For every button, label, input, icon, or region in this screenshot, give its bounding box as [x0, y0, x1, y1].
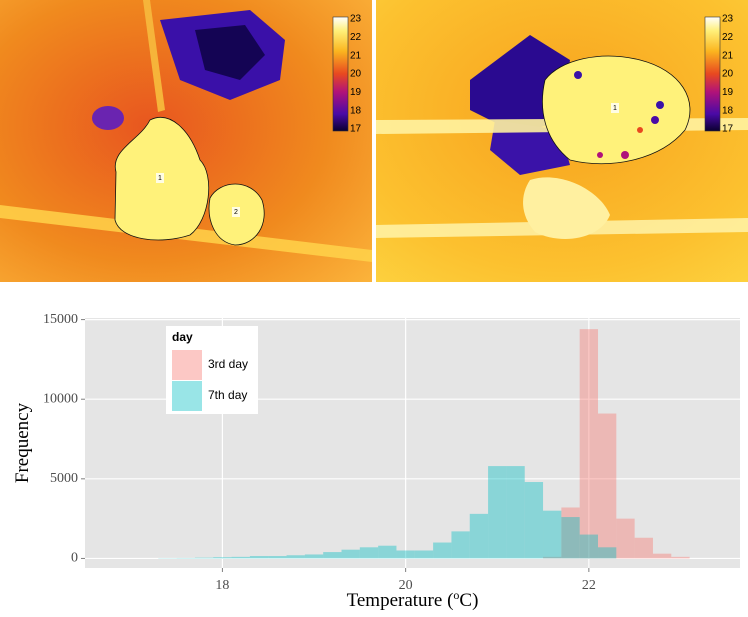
- leaf-label-box: [611, 103, 619, 113]
- histogram-bar: [323, 552, 342, 559]
- histogram-bar: [671, 556, 690, 559]
- x-tick-label: 22: [582, 578, 596, 593]
- colorbar-tick-label: 17: [350, 124, 362, 135]
- colorbar-tick-label: 21: [350, 50, 362, 61]
- histogram-bar: [543, 556, 562, 559]
- x-axis-title-part: o: [453, 588, 459, 602]
- histogram-bar: [488, 466, 507, 559]
- leaf-label: 2: [234, 209, 238, 216]
- histogram-bar: [433, 542, 452, 559]
- legend-box: [166, 326, 258, 414]
- histogram-bar: [561, 517, 580, 559]
- histogram: 0 5000 10000 15000 18 20 22 Temperature (oC) Fre…: [12, 312, 740, 611]
- histogram-bar: [579, 329, 599, 559]
- legend-swatch: [172, 381, 202, 411]
- legend-label: 7th day: [208, 388, 247, 402]
- histogram-bar: [451, 531, 470, 559]
- histogram-bar: [543, 510, 562, 559]
- colorbar-tick-label: 20: [722, 69, 734, 80]
- colorbar-tick-label: 17: [722, 124, 734, 135]
- y-tick-label: 0: [71, 551, 78, 566]
- colorbar-tick-label: 21: [722, 50, 734, 61]
- legend-label: 3rd day: [208, 357, 248, 371]
- leaf-label: 1: [613, 105, 617, 112]
- histogram-bar: [341, 549, 360, 559]
- colorbar-tick-label: 23: [350, 14, 362, 25]
- histogram-bar: [561, 507, 580, 559]
- colorbar-tick-label: 18: [722, 105, 734, 116]
- thermal-image-right: 23 22 21 20 19 18 17 1: [376, 0, 748, 282]
- x-tick-label: 20: [399, 578, 413, 593]
- x-axis-title-part: C): [459, 590, 478, 611]
- histogram-bar: [598, 413, 617, 559]
- histogram-bar: [634, 537, 653, 559]
- colorbar-tick-label: 22: [722, 32, 734, 43]
- histogram-bar: [396, 550, 415, 559]
- thermal-image-left: 23 22 21 20 19 18 17 1 2: [0, 0, 372, 282]
- y-tick-label: 5000: [50, 471, 78, 486]
- histogram-bar: [378, 545, 397, 559]
- y-axis-title: Frequency: [12, 402, 33, 483]
- x-axis-title-part: Temperature (: [347, 590, 454, 611]
- x-tick-label: 18: [215, 578, 229, 593]
- y-tick-label: 15000: [43, 312, 78, 327]
- histogram-bar: [616, 518, 635, 559]
- y-tick-label: 10000: [43, 391, 78, 406]
- histogram-bar: [414, 550, 434, 559]
- histogram-bar: [469, 513, 489, 559]
- colorbar-tick-label: 23: [722, 14, 734, 25]
- histogram-bar: [249, 556, 269, 559]
- histogram-bar: [652, 553, 672, 559]
- histogram-bar: [268, 556, 287, 559]
- colorbar-tick-label: 19: [350, 87, 362, 98]
- histogram-bar: [213, 557, 232, 559]
- colorbar-tick-label: 18: [350, 105, 362, 116]
- histogram-bar: [286, 555, 305, 559]
- histogram-bar: [598, 547, 617, 559]
- histogram-bar: [524, 482, 544, 559]
- leaf-label-box: [232, 207, 240, 217]
- colorbar-tick-label: 22: [350, 32, 362, 43]
- histogram-bar: [304, 554, 324, 559]
- histogram-bar: [194, 557, 214, 559]
- histogram-bar: [506, 466, 525, 559]
- colorbar-tick-label: 20: [350, 69, 362, 80]
- colorbar-tick-label: 19: [722, 87, 734, 98]
- x-axis-title: Temperature (oC): [347, 588, 479, 611]
- histogram-bar: [359, 547, 379, 559]
- leaf-label-box: [156, 173, 164, 183]
- legend-title: day: [172, 330, 193, 344]
- histogram-bar: [579, 534, 599, 559]
- histogram-bar: [231, 556, 250, 559]
- legend-swatch: [172, 350, 202, 380]
- leaf-label: 1: [158, 175, 162, 182]
